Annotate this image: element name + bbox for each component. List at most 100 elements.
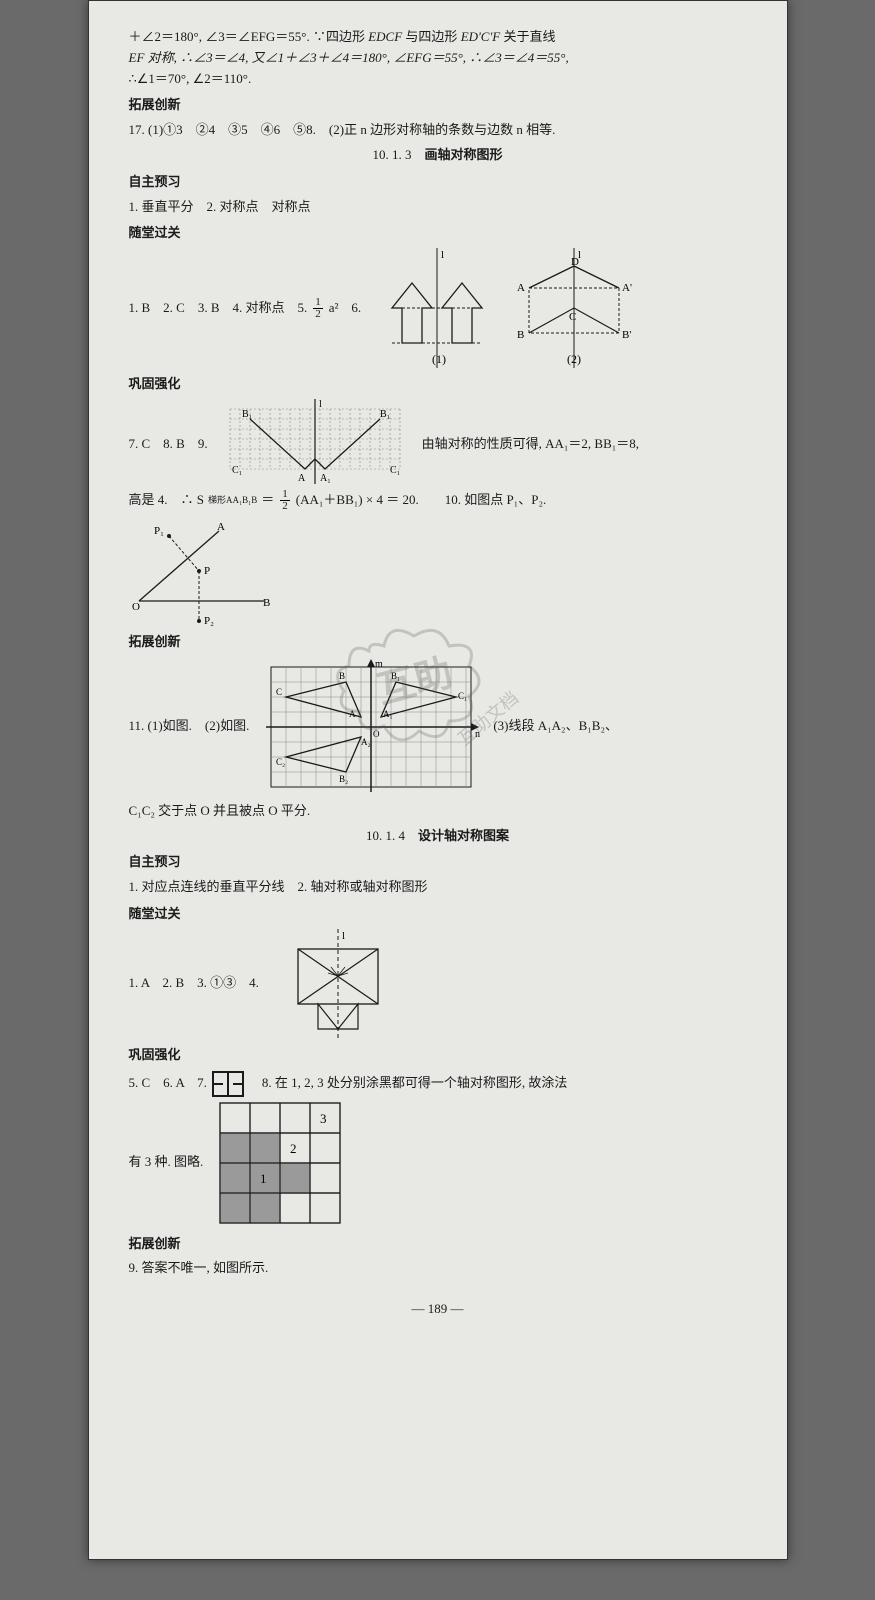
fig-butterfly: l bbox=[273, 929, 403, 1039]
consol1-q789: 7. C 8. B 9. bbox=[129, 434, 208, 455]
consol2-tail: 8. 在 1, 2, 3 处分别涂黑都可得一个轴对称图形, 故涂法 bbox=[249, 1073, 568, 1094]
svg-text:A₂: A₂ bbox=[361, 737, 371, 747]
preview1-q1: 1. 垂直平分 2. 对称点 对称点 bbox=[129, 197, 747, 218]
consol1-q9-row: 7. C 8. B 9. bbox=[129, 399, 747, 489]
intro-edcf2: ED'C'F bbox=[461, 29, 501, 44]
consol1-hb: ＝ bbox=[261, 490, 274, 511]
svg-text:O: O bbox=[132, 601, 140, 613]
svg-text:m: m bbox=[375, 659, 383, 670]
preview2-title: 自主预习 bbox=[129, 852, 747, 873]
svg-text:C: C bbox=[569, 311, 576, 323]
intro-l1a: ＋∠2＝180°, ∠3＝∠EFG＝55°. ∵四边形 bbox=[129, 29, 369, 44]
expand1-title: 拓展创新 bbox=[129, 95, 747, 116]
inclass1-answers: 1. B 2. C 3. B 4. 对称点 5. bbox=[129, 298, 308, 319]
expand3-title: 拓展创新 bbox=[129, 1234, 747, 1255]
svg-text:n: n bbox=[475, 729, 480, 740]
svg-text:A: A bbox=[298, 473, 306, 484]
svg-text:A: A bbox=[349, 709, 356, 719]
svg-text:B₁: B₁ bbox=[380, 409, 390, 420]
svg-text:C₂: C₂ bbox=[276, 757, 285, 767]
inclass2-answers: 1. A 2. B 3. ①③ 4. bbox=[129, 973, 259, 994]
consol2-title: 巩固强化 bbox=[129, 1045, 747, 1066]
consol2-grid-row: 有 3 种. 图略. bbox=[129, 1098, 747, 1228]
consol1-q9-tail: 由轴对称的性质可得, AA₁＝2, BB₁＝8, bbox=[422, 434, 639, 455]
inclass2-row: 1. A 2. B 3. ①③ 4. l bbox=[129, 929, 747, 1039]
svg-text:l: l bbox=[342, 930, 345, 942]
consol2-row: 5. C 6. A 7. 8. 在 1, 2, 3 处分别涂黑都可得一个轴对称图… bbox=[129, 1070, 747, 1098]
intro-block: ＋∠2＝180°, ∠3＝∠EFG＝55°. ∵四边形 EDCF 与四边形 ED… bbox=[129, 27, 747, 89]
svg-text:A: A bbox=[217, 521, 225, 533]
svg-text:P₂: P₂ bbox=[204, 615, 214, 626]
svg-text:P: P bbox=[204, 565, 210, 577]
hdr-10-1-4: 10. 1. 4 设计轴对称图案 bbox=[129, 826, 747, 847]
svg-text:A₁: A₁ bbox=[383, 709, 393, 719]
page-number: — 189 — bbox=[129, 1299, 747, 1320]
expand2-q11b: (3)线段 A₁A₂、B₁B₂、 bbox=[493, 716, 618, 737]
inclass1-tail: a² 6. bbox=[329, 298, 361, 319]
preview2-q: 1. 对应点连线的垂直平分线 2. 轴对称或轴对称图形 bbox=[129, 877, 747, 898]
expand2-q11c: C₁C₂ 交于点 O 并且被点 O 平分. bbox=[129, 801, 747, 822]
intro-edcf: EDCF bbox=[368, 29, 402, 44]
fig-envelope: l D A A' B B' C (2) bbox=[509, 248, 639, 368]
frac-half-2: 12 bbox=[280, 489, 290, 512]
svg-text:2: 2 bbox=[290, 1141, 297, 1156]
intro-l2: EF 对称, ∴∠3＝∠4, 又∠1＋∠3＋∠4＝180°, ∠EFG＝55°,… bbox=[129, 50, 569, 65]
svg-text:P₁: P₁ bbox=[154, 525, 164, 537]
consol1-title: 巩固强化 bbox=[129, 374, 747, 395]
expand1-q17: 17. (1)①3 ②4 ③5 ④6 ⑤8. (2)正 n 边形对称轴的条数与边… bbox=[129, 120, 747, 141]
consol2-has3: 有 3 种. 图略. bbox=[129, 1152, 204, 1173]
page-sheet: ＋∠2＝180°, ∠3＝∠EFG＝55°. ∵四边形 EDCF 与四边形 ED… bbox=[88, 0, 788, 1560]
svg-text:O: O bbox=[373, 729, 380, 739]
svg-text:C₁: C₁ bbox=[232, 465, 242, 476]
expand3-q9: 9. 答案不唯一, 如图所示. bbox=[129, 1258, 747, 1279]
svg-text:1: 1 bbox=[260, 1171, 267, 1186]
consol1-hc: (AA₁＋BB₁) × 4 ＝ 20. 10. 如图点 P₁、P₂. bbox=[296, 490, 546, 511]
svg-text:B: B bbox=[339, 671, 345, 681]
consol1-ha: 高是 4. ∴ S bbox=[129, 490, 204, 511]
hdr-10-1-4-num: 10. 1. 4 bbox=[366, 828, 418, 843]
consol1-height-row: 高是 4. ∴ S 梯形AA₁B₁B ＝ 12 (AA₁＋BB₁) × 4 ＝ 2… bbox=[129, 489, 747, 512]
expand2-q11a: 11. (1)如图. (2)如图. bbox=[129, 716, 250, 737]
svg-text:B: B bbox=[263, 597, 270, 609]
consol2-answers: 5. C 6. A 7. bbox=[129, 1073, 207, 1094]
svg-text:A: A bbox=[517, 282, 525, 294]
inclass1-title: 随堂过关 bbox=[129, 223, 747, 244]
svg-text:C₁: C₁ bbox=[390, 465, 400, 476]
expand2-q11-row: 11. (1)如图. (2)如图. bbox=[129, 657, 747, 797]
fig-4x4-grid: 1 2 3 bbox=[215, 1098, 345, 1228]
intro-l1c: 关于直线 bbox=[500, 29, 555, 44]
svg-text:B₂: B₂ bbox=[339, 774, 348, 784]
svg-text:A': A' bbox=[622, 282, 632, 294]
inclass1-row: 1. B 2. C 3. B 4. 对称点 5. 12 a² 6. l (1) … bbox=[129, 248, 747, 368]
svg-text:D: D bbox=[571, 256, 579, 268]
svg-text:l: l bbox=[319, 399, 322, 410]
svg-text:C₁: C₁ bbox=[458, 691, 467, 701]
frac-half-1: 12 bbox=[313, 297, 323, 320]
hdr-10-1-3-num: 10. 1. 3 bbox=[372, 147, 424, 162]
intro-l1b: 与四边形 bbox=[402, 29, 461, 44]
fig-grid-q11: m n O A A₁ A₂ B B₁ B₂ C C₁ C₂ bbox=[261, 657, 481, 797]
consol1-sub: 梯形AA₁B₁B bbox=[208, 493, 257, 507]
svg-text:(2): (2) bbox=[567, 352, 581, 366]
fig10-svg: P P₁ P₂ A B O bbox=[129, 516, 279, 626]
expand2-title: 拓展创新 bbox=[129, 632, 747, 653]
hdr-10-1-3-txt: 画轴对称图形 bbox=[425, 147, 503, 162]
svg-text:C: C bbox=[276, 687, 282, 697]
fig1-caption: (1) bbox=[432, 352, 446, 366]
fig-arrows: l (1) bbox=[377, 248, 497, 368]
svg-text:B₁: B₁ bbox=[391, 671, 400, 681]
svg-text:3: 3 bbox=[320, 1111, 327, 1126]
hdr-10-1-3: 10. 1. 3 画轴对称图形 bbox=[129, 145, 747, 166]
svg-text:B: B bbox=[517, 329, 524, 341]
svg-text:B₁: B₁ bbox=[242, 409, 252, 420]
svg-text:B': B' bbox=[622, 329, 631, 341]
inclass2-title: 随堂过关 bbox=[129, 904, 747, 925]
fig10-wrap: P P₁ P₂ A B O bbox=[129, 516, 747, 626]
hdr-10-1-4-txt: 设计轴对称图案 bbox=[418, 828, 509, 843]
fig-e-glyph bbox=[211, 1070, 245, 1098]
intro-l3: ∴∠1＝70°, ∠2＝110°. bbox=[129, 71, 252, 86]
fig-grid-q9: l B₁ B₁ C₁ C₁ A A₁ bbox=[220, 399, 410, 489]
preview1-title: 自主预习 bbox=[129, 172, 747, 193]
svg-text:A₁: A₁ bbox=[320, 473, 331, 484]
fig1-l-label: l bbox=[441, 249, 444, 261]
